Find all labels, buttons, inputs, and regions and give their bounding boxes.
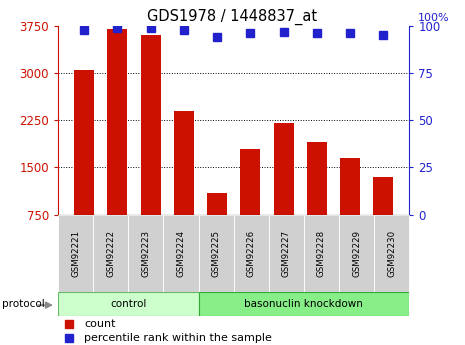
Bar (140, 35, 160, 215)
Bar (199, 292, 409, 316)
Text: GSM92224: GSM92224 (177, 230, 186, 277)
Text: count: count (85, 319, 116, 329)
Text: GSM92228: GSM92228 (317, 230, 326, 277)
Text: basonuclin knockdown: basonuclin knockdown (245, 299, 363, 309)
Bar (234, 215, 269, 292)
Bar (207, 193, 227, 215)
Bar (269, 215, 304, 292)
Bar (374, 215, 409, 292)
Bar (58, 292, 199, 316)
Bar (199, 215, 234, 292)
Text: GSM92221: GSM92221 (71, 230, 80, 277)
Bar (174, 111, 194, 215)
Text: control: control (110, 299, 146, 309)
Text: GSM92223: GSM92223 (141, 230, 150, 277)
Text: protocol: protocol (2, 299, 45, 309)
Text: GSM92229: GSM92229 (352, 230, 361, 277)
Text: GSM92226: GSM92226 (247, 230, 256, 277)
Bar (339, 215, 374, 292)
Text: GSM92227: GSM92227 (282, 230, 291, 277)
Text: GDS1978 / 1448837_at: GDS1978 / 1448837_at (147, 9, 318, 25)
Bar (58, 215, 93, 292)
Bar (340, 158, 360, 215)
Bar (107, 29, 127, 215)
Bar (164, 215, 199, 292)
Bar (93, 215, 128, 292)
Bar (304, 215, 339, 292)
Text: GSM92222: GSM92222 (106, 230, 115, 277)
Text: GSM92225: GSM92225 (212, 230, 220, 277)
Bar (240, 149, 260, 215)
Bar (307, 142, 327, 215)
Text: GSM92230: GSM92230 (387, 230, 396, 277)
Text: 100%: 100% (418, 13, 449, 23)
Text: percentile rank within the sample: percentile rank within the sample (85, 333, 272, 343)
Bar (128, 215, 164, 292)
Bar (74, 70, 94, 215)
Bar (273, 124, 293, 215)
Bar (373, 177, 393, 215)
